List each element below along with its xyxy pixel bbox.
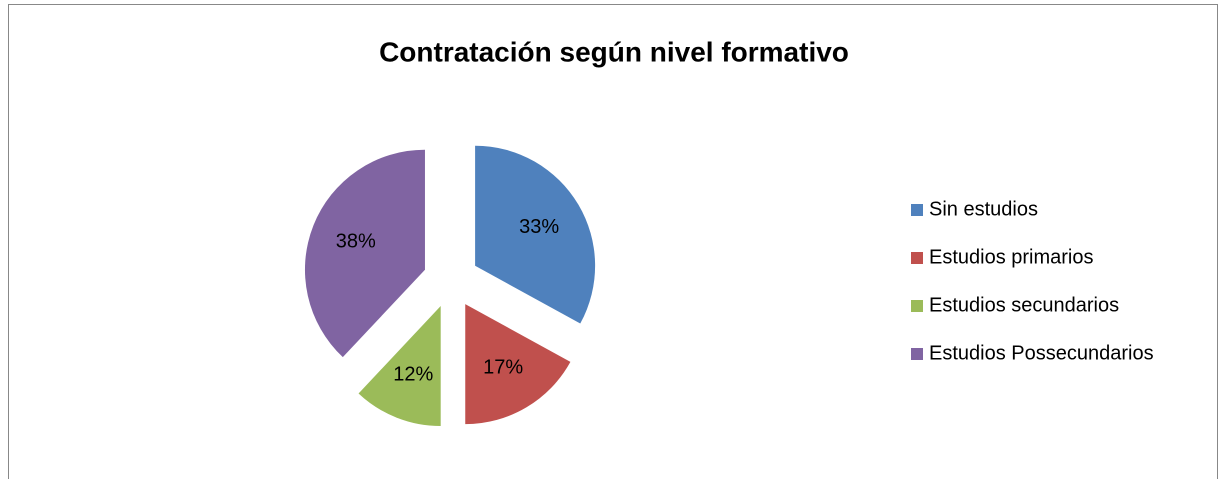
data-label: 38%: [336, 231, 376, 253]
pie-slice: [358, 306, 441, 427]
legend-label: Sin estudios: [929, 198, 1038, 220]
legend-label: Estudios secundarios: [929, 294, 1119, 316]
legend-swatch: [911, 252, 923, 264]
legend-swatch: [911, 204, 923, 216]
legend-label: Estudios Possecundarios: [929, 342, 1154, 364]
data-label: 33%: [519, 216, 559, 238]
legend-swatch: [911, 300, 923, 312]
pie-slice: [304, 149, 425, 358]
chart-title: Contratación según nivel formativo: [379, 36, 849, 67]
data-label: 12%: [393, 363, 433, 385]
legend-swatch: [911, 348, 923, 360]
data-label: 17%: [483, 356, 523, 378]
legend-label: Estudios primarios: [929, 246, 1094, 268]
pie-slice: [465, 304, 571, 425]
pie-slice: [475, 145, 596, 324]
chart-frame: [8, 4, 1218, 479]
